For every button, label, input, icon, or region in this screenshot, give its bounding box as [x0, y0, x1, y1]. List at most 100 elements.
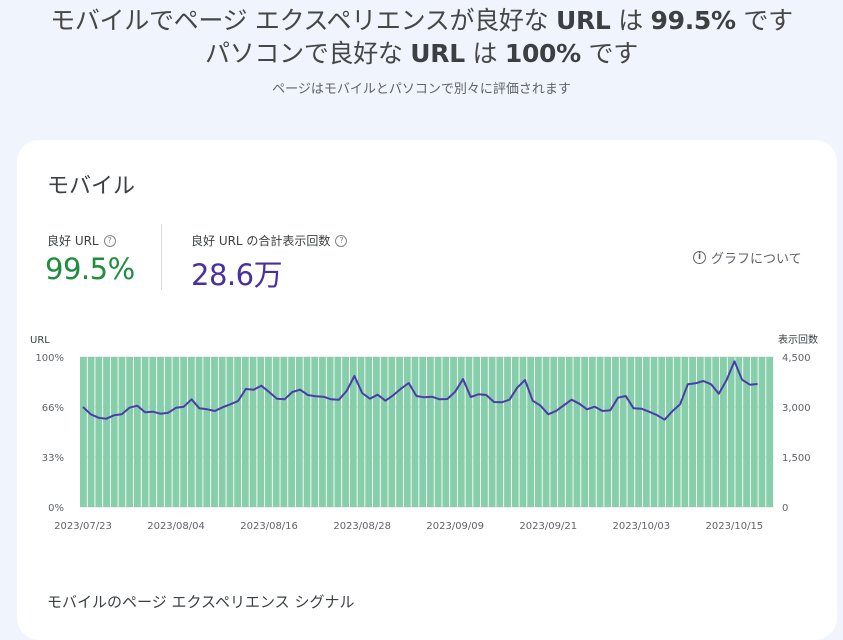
good-url-bar — [573, 357, 581, 507]
good-url-bar — [149, 357, 157, 507]
good-url-bar — [681, 357, 689, 507]
right-tick-label: 4,500 — [782, 353, 811, 364]
good-url-bar — [118, 357, 126, 507]
good-url-bar — [457, 357, 465, 507]
left-tick-label: 66% — [42, 403, 64, 414]
good-url-bar — [95, 357, 103, 507]
about-chart-link[interactable]: i グラフについて — [693, 248, 802, 267]
good-url-bar — [434, 357, 442, 507]
good-url-bar — [203, 357, 211, 507]
headline-text: です — [580, 39, 639, 68]
good-url-bar — [627, 357, 635, 507]
left-axis-title: URL — [30, 335, 50, 346]
good-url-bar — [265, 357, 272, 507]
good-url-bar — [504, 357, 511, 507]
x-tick-label: 2023/09/09 — [426, 521, 484, 532]
headline: モバイルでページ エクスペリエンスが良好な URL は 99.5% です パソコ… — [0, 4, 843, 70]
headline-text: パソコンで良好な — [205, 39, 411, 68]
good-url-bar — [141, 357, 149, 507]
good-url-bar — [480, 357, 488, 507]
good-url-bar — [103, 357, 110, 507]
good-url-bar — [465, 357, 473, 507]
good-url-bar — [241, 357, 249, 507]
good-url-bar — [450, 357, 457, 507]
x-tick-label: 2023/10/15 — [706, 521, 764, 532]
good-url-bar — [650, 357, 658, 507]
good-url-bar — [388, 357, 396, 507]
good-url-bar — [411, 357, 419, 507]
x-tick-label: 2023/07/23 — [54, 521, 112, 532]
good-url-bar — [303, 357, 311, 507]
good-url-bar — [280, 357, 288, 507]
impressions-line — [82, 360, 758, 421]
good-url-bar — [619, 357, 627, 507]
headline-text: モバイルでページ エクスペリエンスが良好な — [50, 6, 556, 35]
right-axis-title: 表示回数 — [778, 333, 818, 346]
left-tick-label: 0% — [48, 503, 64, 514]
good-url-bar — [604, 357, 612, 507]
good-url-bar — [596, 357, 604, 507]
good-url-bar — [249, 357, 257, 507]
good-url-bar — [542, 357, 550, 507]
good-url-bar — [666, 357, 673, 507]
good-url-bar — [642, 357, 650, 507]
good-url-bar — [133, 357, 141, 507]
good-url-bar — [750, 357, 758, 507]
good-url-bar — [635, 357, 643, 507]
good-url-bar — [295, 357, 303, 507]
good-url-bar — [588, 357, 596, 507]
headline-line-mobile: モバイルでページ エクスペリエンスが良好な URL は 99.5% です — [0, 4, 843, 37]
good-url-bar — [334, 357, 342, 507]
good-url-bar — [581, 357, 589, 507]
good-url-bar — [373, 357, 380, 507]
good-url-bar — [187, 357, 195, 507]
good-url-bar — [473, 357, 481, 507]
good-url-bar — [288, 357, 296, 507]
x-tick-label: 2023/10/03 — [612, 521, 670, 532]
good-url-bar — [226, 357, 234, 507]
help-icon[interactable]: ? — [335, 234, 348, 247]
good-url-bar — [758, 357, 766, 507]
good-url-bar — [511, 357, 519, 507]
good-url-bar — [612, 357, 619, 507]
headline-url: URL — [410, 39, 465, 68]
good-url-bar — [743, 357, 750, 507]
good-url-bar — [172, 357, 180, 507]
good-url-bar — [727, 357, 735, 507]
left-tick-label: 33% — [42, 453, 64, 464]
good-url-bar — [349, 357, 357, 507]
good-url-bar — [488, 357, 496, 507]
good-url-bar — [126, 357, 134, 507]
signals-title: モバイルのページ エクスペリエンス シグナル — [47, 593, 355, 611]
good-url-label-text: 良好 URL — [47, 234, 99, 248]
good-url-bar — [342, 357, 349, 507]
good-url-bar — [712, 357, 720, 507]
good-url-bar — [496, 357, 504, 507]
good-url-bar — [157, 357, 164, 507]
good-url-bar — [326, 357, 334, 507]
good-url-bar — [766, 357, 774, 507]
about-chart-label: グラフについて — [711, 252, 802, 267]
help-icon[interactable]: ? — [103, 234, 116, 247]
good-url-bar — [234, 357, 242, 507]
good-url-bar — [550, 357, 558, 507]
good-url-bar — [519, 357, 527, 507]
x-tick-label: 2023/08/04 — [147, 521, 205, 532]
x-tick-label: 2023/08/28 — [333, 521, 391, 532]
headline-text: は — [464, 39, 505, 68]
good-url-bar — [365, 357, 373, 507]
good-url-bar — [87, 357, 95, 507]
right-tick-label: 3,000 — [782, 403, 811, 414]
good-url-bar — [696, 357, 704, 507]
impressions-label-text: 良好 URL の合計表示回数 — [191, 234, 331, 248]
good-url-bar — [558, 357, 565, 507]
good-url-bar — [565, 357, 573, 507]
headline-desktop-pct: 100% — [504, 39, 581, 68]
good-url-bar — [419, 357, 427, 507]
good-url-bar — [704, 357, 712, 507]
good-url-bar — [164, 357, 172, 507]
good-url-bar — [380, 357, 388, 507]
good-url-bar — [311, 357, 319, 507]
url-chart: URL 表示回数 100% 66% 33% 0% 4,500 3,000 1,500 0 2023/… — [30, 333, 818, 532]
subtitle: ページはモバイルとパソコンで別々に評価されます — [272, 82, 571, 97]
